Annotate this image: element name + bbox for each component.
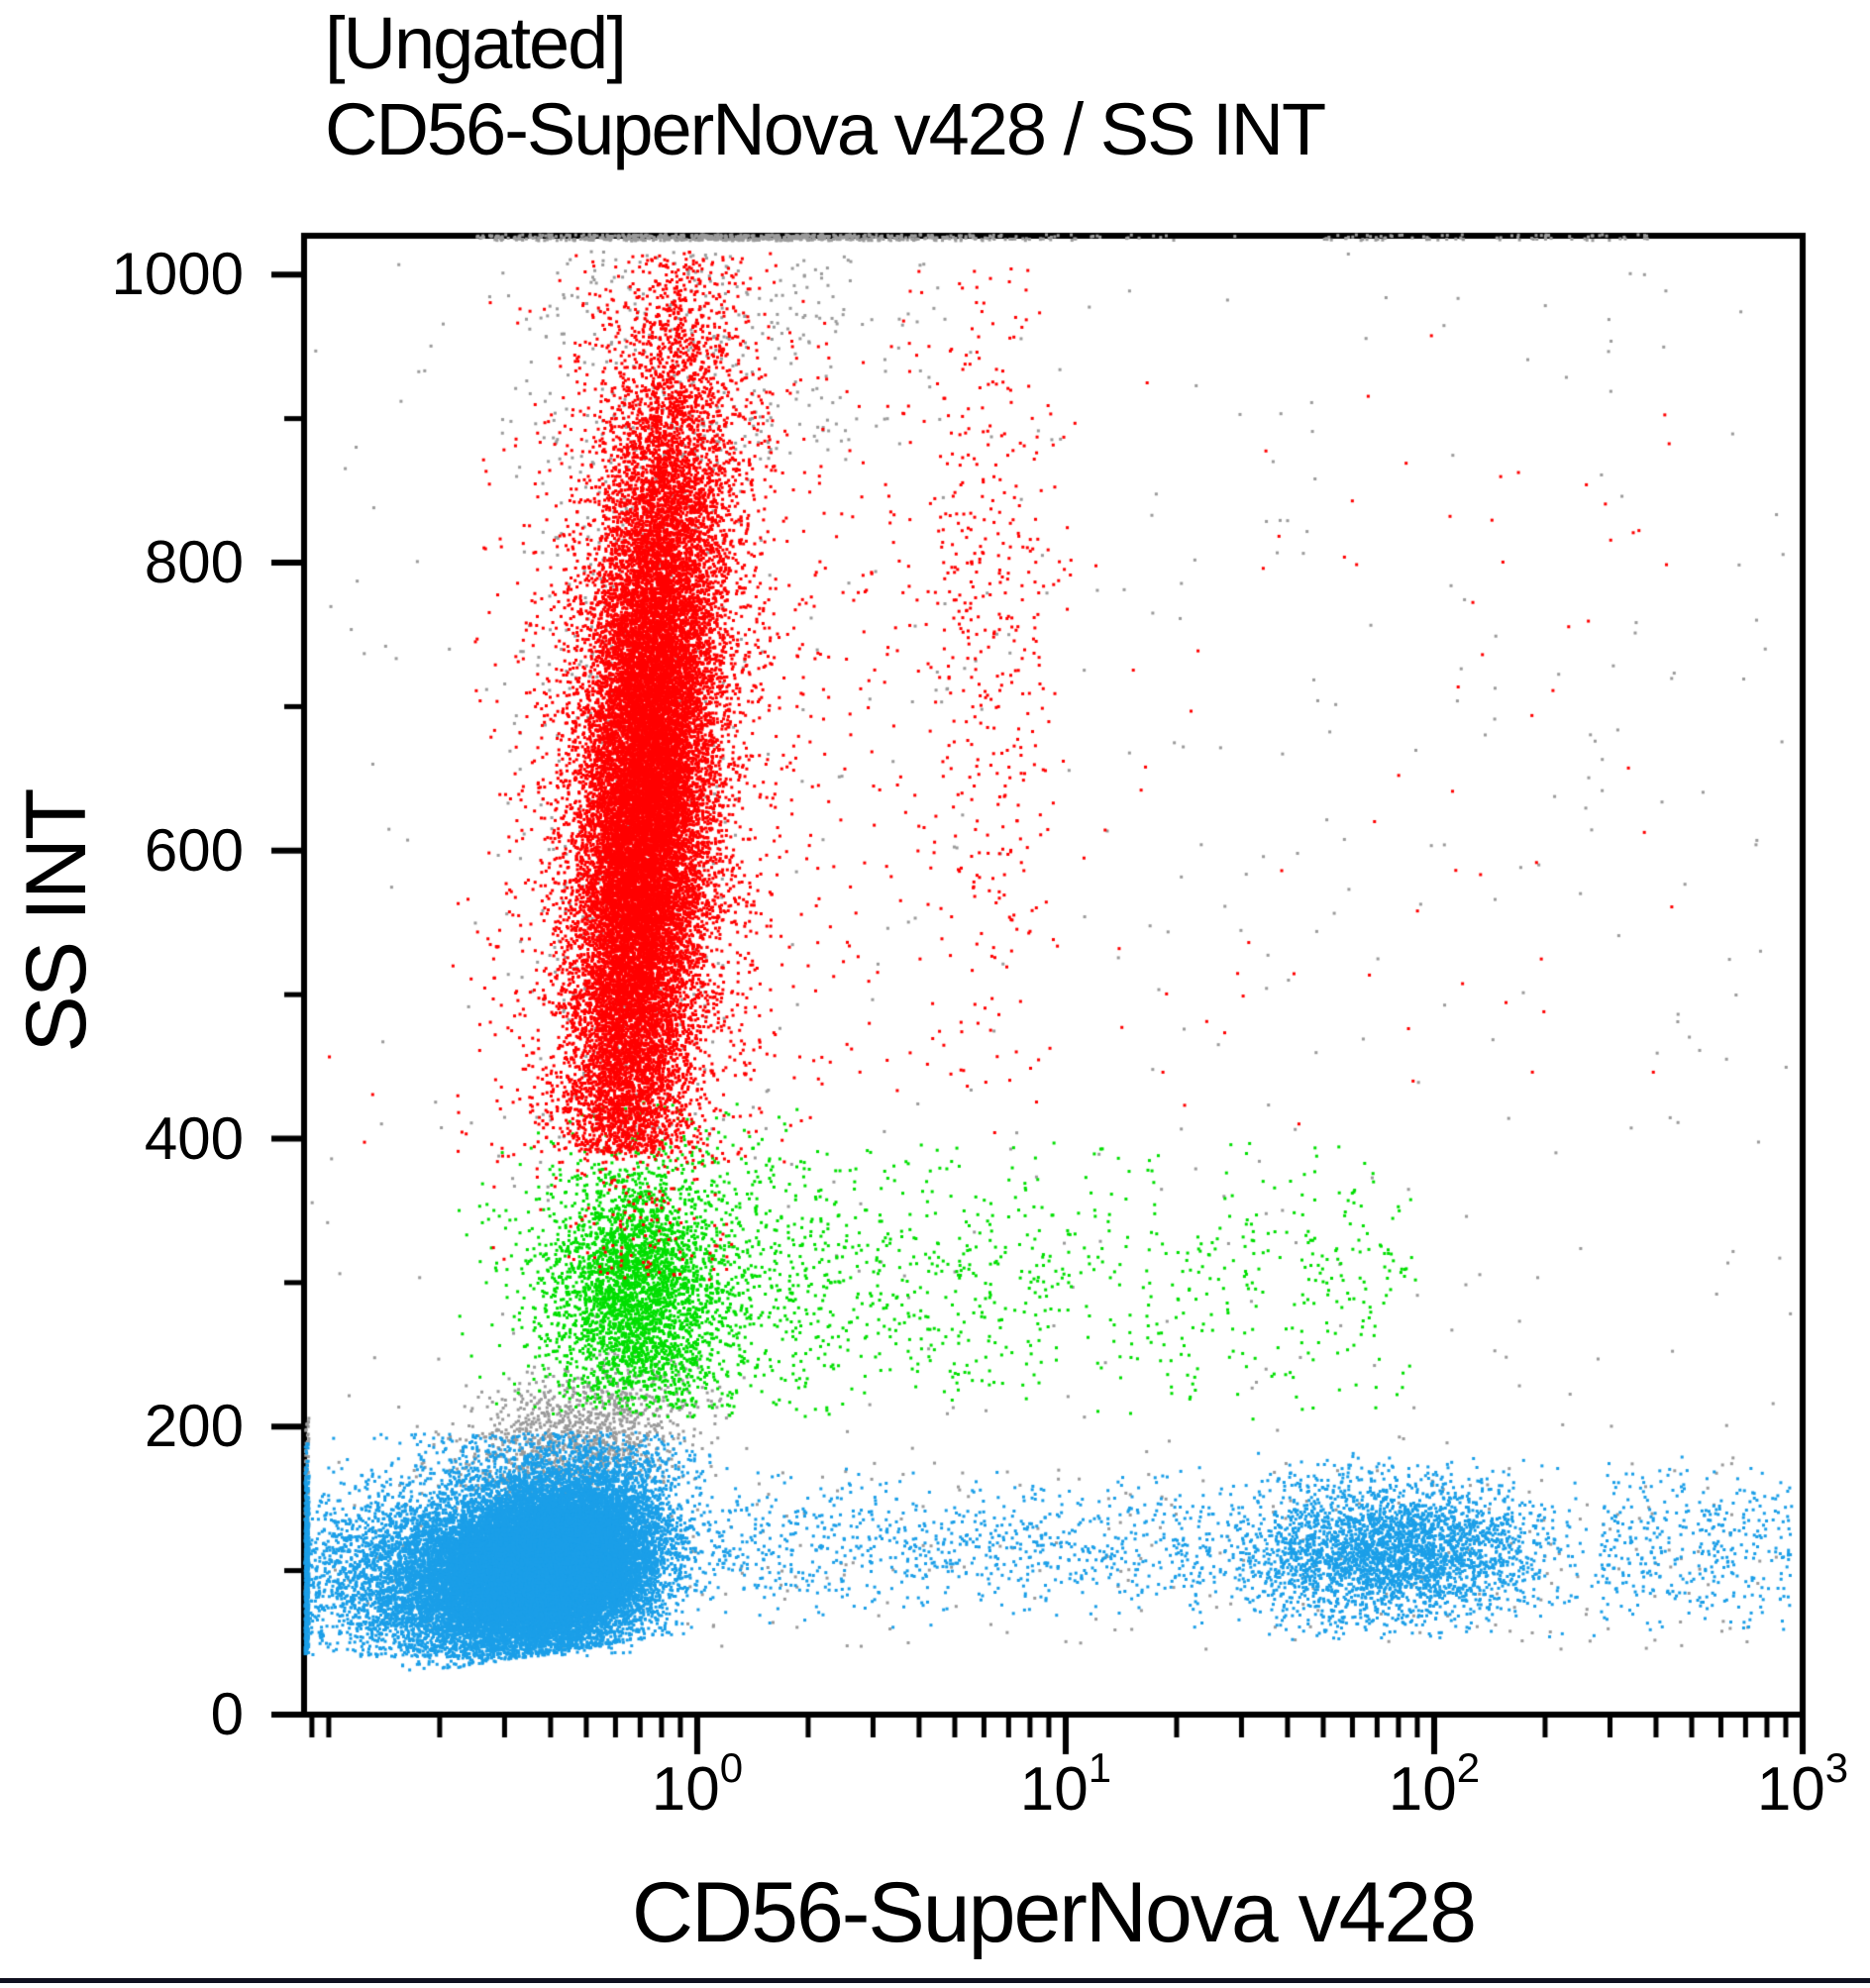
window-bottom-border (0, 1978, 1870, 1983)
x-tick-label: 102 (1388, 1744, 1481, 1825)
parameters-title: CD56-SuperNova v428 / SS INT (325, 88, 1326, 170)
x-axis-title: CD56-SuperNova v428 (631, 1865, 1477, 1960)
plot-title: [Ungated] CD56-SuperNova v428 / SS INT (325, 0, 1326, 172)
y-tick-label: 0 (210, 1681, 244, 1747)
gate-title: [Ungated] (325, 2, 627, 84)
y-tick-label: 400 (144, 1104, 244, 1172)
y-tick-label: 200 (144, 1393, 244, 1460)
y-tick-label: 600 (144, 816, 244, 884)
y-tick-label: 800 (144, 529, 244, 595)
x-tick-label: 103 (1756, 1744, 1849, 1825)
y-axis-title: SS INT (8, 789, 104, 1053)
y-tick-label: 1000 (111, 241, 244, 308)
x-tick-label: 100 (651, 1744, 744, 1825)
x-tick-label: 101 (1019, 1744, 1112, 1825)
